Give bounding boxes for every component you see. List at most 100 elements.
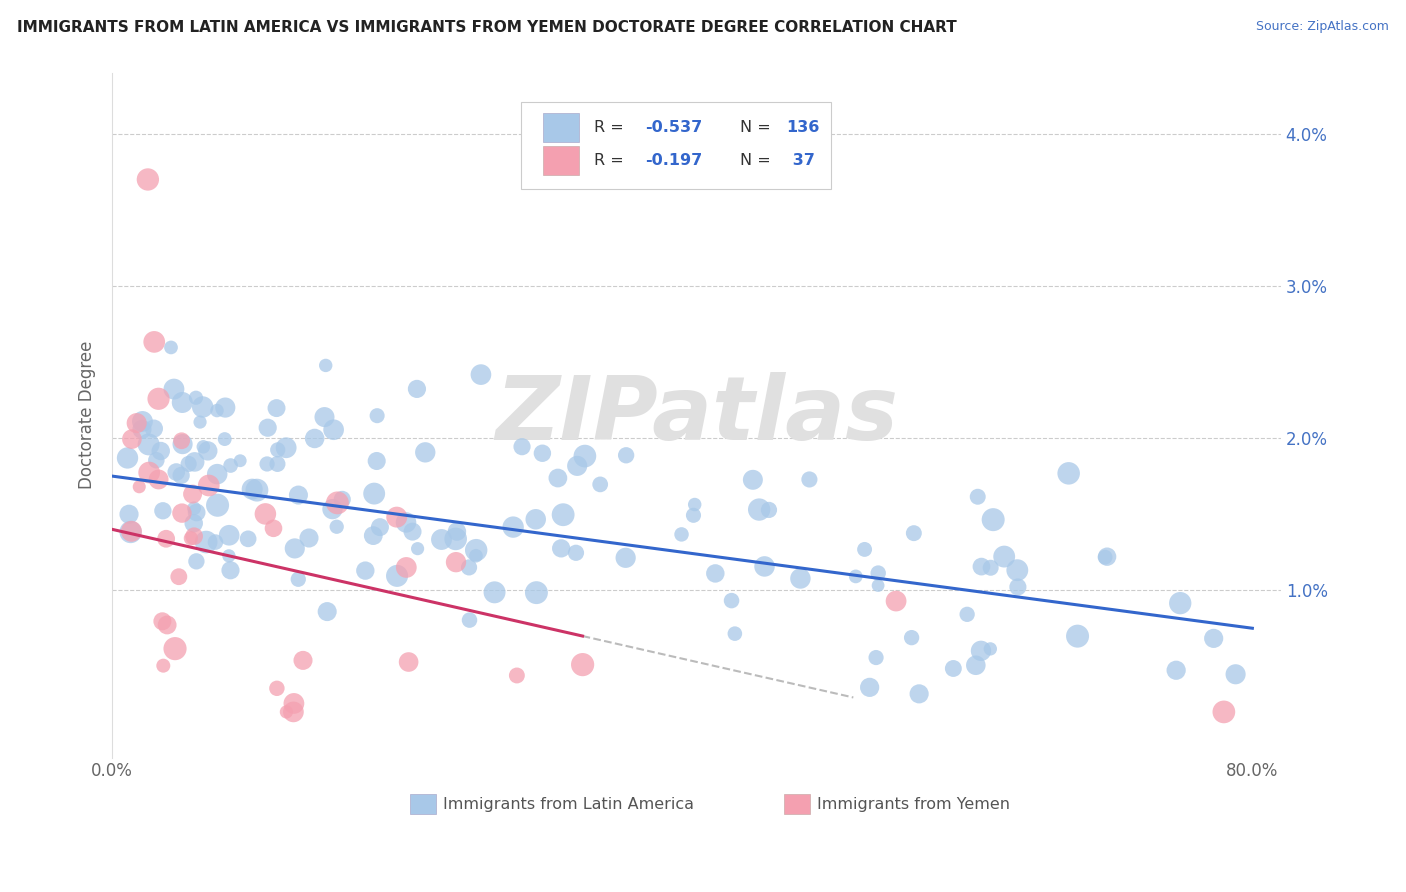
Point (547, 471, 569, 485)
Point (395, 560, 418, 574)
Point (256, 421, 278, 435)
Point (160, 341, 183, 355)
Y-axis label: Doctorate Degree: Doctorate Degree (79, 341, 96, 490)
Point (567, 458, 589, 473)
Point (981, 513, 1004, 527)
Point (117, 450, 139, 465)
Point (444, 555, 467, 569)
Point (165, 465, 187, 479)
Point (430, 533, 453, 547)
Point (1007, 580, 1029, 594)
Text: R =: R = (593, 120, 628, 136)
Text: 37: 37 (786, 153, 814, 168)
Point (354, 564, 377, 578)
Point (219, 458, 242, 473)
Point (325, 520, 347, 534)
Point (484, 585, 506, 599)
Text: Source: ZipAtlas.com: Source: ZipAtlas.com (1256, 20, 1389, 33)
Point (550, 541, 572, 556)
Point (363, 486, 385, 500)
Point (131, 422, 153, 436)
Point (183, 516, 205, 531)
Point (183, 501, 205, 516)
Point (704, 566, 727, 581)
Point (267, 442, 290, 457)
Point (683, 498, 706, 512)
Point (186, 554, 208, 568)
Point (266, 457, 288, 471)
Point (510, 440, 533, 454)
Point (366, 454, 388, 468)
Point (149, 444, 172, 458)
Point (266, 681, 288, 696)
Point (401, 524, 423, 539)
Point (246, 483, 269, 497)
Point (193, 440, 215, 454)
Point (118, 508, 141, 522)
Point (184, 391, 207, 405)
Point (298, 531, 321, 545)
Point (970, 559, 993, 574)
Point (142, 421, 165, 435)
Point (330, 492, 353, 507)
Point (900, 631, 922, 645)
Point (283, 697, 305, 711)
Point (120, 524, 142, 539)
Point (1225, 667, 1247, 681)
Point (131, 414, 153, 428)
Point (148, 473, 170, 487)
Point (138, 466, 160, 480)
Point (970, 644, 993, 658)
Point (506, 668, 529, 682)
Point (1212, 705, 1234, 719)
Point (868, 566, 890, 580)
Text: ZIPatlas: ZIPatlas (495, 372, 898, 458)
Point (170, 506, 193, 520)
Point (865, 650, 887, 665)
Point (287, 572, 309, 586)
Text: Immigrants from Yemen: Immigrants from Yemen (817, 797, 1010, 812)
Point (574, 449, 596, 463)
Point (614, 550, 637, 565)
Point (741, 473, 763, 487)
Point (322, 423, 344, 437)
Point (502, 520, 524, 534)
Text: IMMIGRANTS FROM LATIN AMERICA VS IMMIGRANTS FROM YEMEN DOCTORATE DEGREE CORRELAT: IMMIGRANTS FROM LATIN AMERICA VS IMMIGRA… (17, 20, 956, 35)
Point (993, 549, 1015, 564)
Point (229, 454, 252, 468)
Point (156, 618, 179, 632)
Point (205, 403, 228, 417)
Point (868, 578, 890, 592)
Point (406, 382, 429, 396)
Point (284, 541, 307, 556)
Point (172, 437, 194, 451)
Point (207, 498, 229, 512)
Text: Immigrants from Latin America: Immigrants from Latin America (443, 797, 695, 812)
Point (145, 453, 167, 467)
Point (789, 572, 811, 586)
Point (859, 681, 882, 695)
Point (908, 687, 931, 701)
Point (152, 658, 174, 673)
Point (170, 434, 193, 448)
Point (385, 569, 408, 583)
Point (853, 542, 876, 557)
Point (150, 614, 173, 628)
Point (266, 401, 288, 416)
Point (136, 172, 159, 186)
Point (979, 641, 1001, 656)
Point (125, 416, 148, 430)
Point (398, 655, 420, 669)
Point (799, 473, 821, 487)
Point (589, 477, 612, 491)
Point (138, 437, 160, 451)
Point (614, 448, 637, 462)
Point (214, 432, 236, 446)
Point (1166, 663, 1188, 677)
Point (219, 563, 242, 577)
Point (571, 657, 593, 672)
Point (121, 432, 143, 446)
Point (395, 516, 418, 530)
Point (980, 560, 1002, 574)
Point (240, 482, 263, 496)
